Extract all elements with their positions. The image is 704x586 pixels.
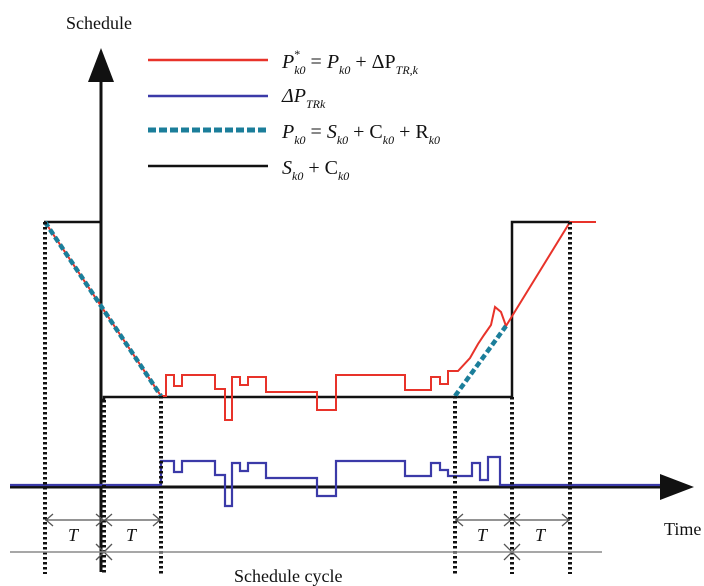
p-k0-ramp-up [453,324,508,398]
legend-label-p-k0: Pk0 = Sk0 + Ck0 + Rk0 [281,121,440,147]
y-axis-label: Schedule [66,13,132,33]
interval-2-arrow-left [104,513,113,527]
time-markers [43,222,572,574]
interval-2-label: T [126,525,138,545]
p-k0-ramp-down [43,220,163,398]
x-axis-label: Time [664,519,701,539]
interval-dimensions [45,513,570,561]
legend-label-s-c: Sk0 + Ck0 [282,157,349,183]
delta-p-curve [10,455,660,508]
interval-4-arrow-right [561,513,570,527]
p-star-curve [44,221,596,421]
legend-label-delta-p: ΔPTRk [281,85,326,111]
legend-label-p-star: P* k0 = Pk0 + ΔPTR,k [281,47,419,77]
schedule-cycle-label: Schedule cycle [234,566,342,586]
interval-3-arrow-right [503,513,512,527]
interval-2-arrow-right [152,513,161,527]
interval-4-label: T [535,525,547,545]
s-plus-c-line [44,220,570,402]
legend: P* k0 = Pk0 + ΔPTR,k ΔPTRk Pk0 = Sk0 + Ck… [148,47,440,183]
interval-1-label: T [68,525,80,545]
interval-4-arrow-left [512,513,521,527]
axes: Schedule Time [10,13,701,572]
y-axis-arrow [88,48,114,82]
interval-1-arrow-left [45,513,54,527]
interval-1-arrow-right [95,513,104,527]
interval-3-arrow-left [455,513,464,527]
interval-3-label: T [477,525,489,545]
x-axis-arrow [660,474,694,500]
